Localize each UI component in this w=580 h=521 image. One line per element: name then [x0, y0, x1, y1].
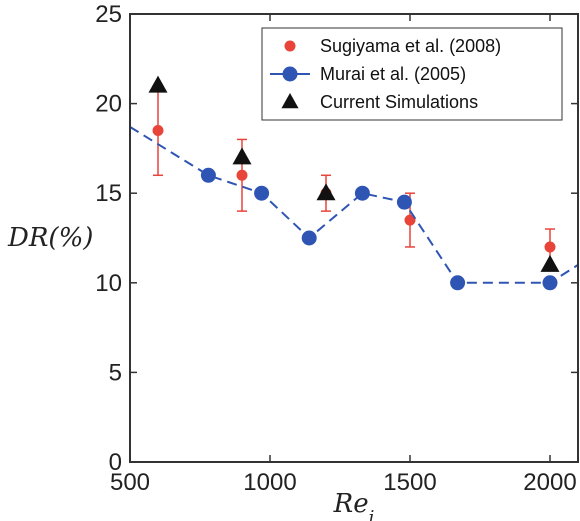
x-tick-label: 1500	[383, 469, 436, 496]
legend-label: Murai et al. (2005)	[320, 64, 466, 84]
legend-label: Current Simulations	[320, 92, 478, 112]
legend: Sugiyama et al. (2008) Murai et al. (2005…	[261, 27, 563, 121]
point-current-simulations	[232, 147, 252, 165]
point-current-simulations	[316, 183, 336, 201]
point-murai	[301, 230, 317, 246]
point-sugiyama	[544, 241, 556, 253]
axis-labels: Rei DR(%)	[7, 223, 374, 521]
point-murai	[542, 275, 558, 291]
point-murai	[396, 194, 412, 210]
point-murai	[254, 185, 270, 201]
point-current-simulations	[540, 254, 560, 272]
y-tick-label: 20	[95, 91, 122, 118]
x-tick-label: 500	[110, 469, 150, 496]
point-sugiyama	[236, 169, 248, 181]
point-sugiyama	[152, 124, 164, 136]
plot-layer	[130, 75, 578, 291]
x-axis-label: Rei	[333, 489, 375, 521]
legend-marker-murai	[282, 66, 298, 82]
point-sugiyama	[404, 214, 416, 226]
legend-label: Sugiyama et al. (2008)	[320, 36, 501, 56]
y-tick-label: 5	[109, 359, 122, 386]
series-line-murai	[130, 126, 578, 284]
legend-marker-sugiyama	[284, 40, 296, 52]
point-murai	[200, 167, 216, 183]
y-tick-label: 0	[109, 449, 122, 476]
point-current-simulations	[148, 75, 168, 93]
y-axis-label: DR(%)	[7, 223, 93, 253]
plot-content	[130, 75, 578, 291]
point-murai	[354, 185, 370, 201]
x-tick-label: 1000	[243, 469, 296, 496]
y-tick-label: 15	[95, 180, 122, 207]
legend-box	[261, 27, 563, 121]
axis-ticks: 500 1000 1500 2000 0 5 10 15 20 25	[95, 1, 578, 496]
plot-frame	[129, 13, 579, 463]
legend-marker-triangle	[281, 93, 299, 109]
x-tick-label: 2000	[523, 469, 576, 496]
point-murai	[450, 275, 466, 291]
y-tick-label: 10	[95, 270, 122, 297]
y-tick-label: 25	[95, 1, 122, 28]
